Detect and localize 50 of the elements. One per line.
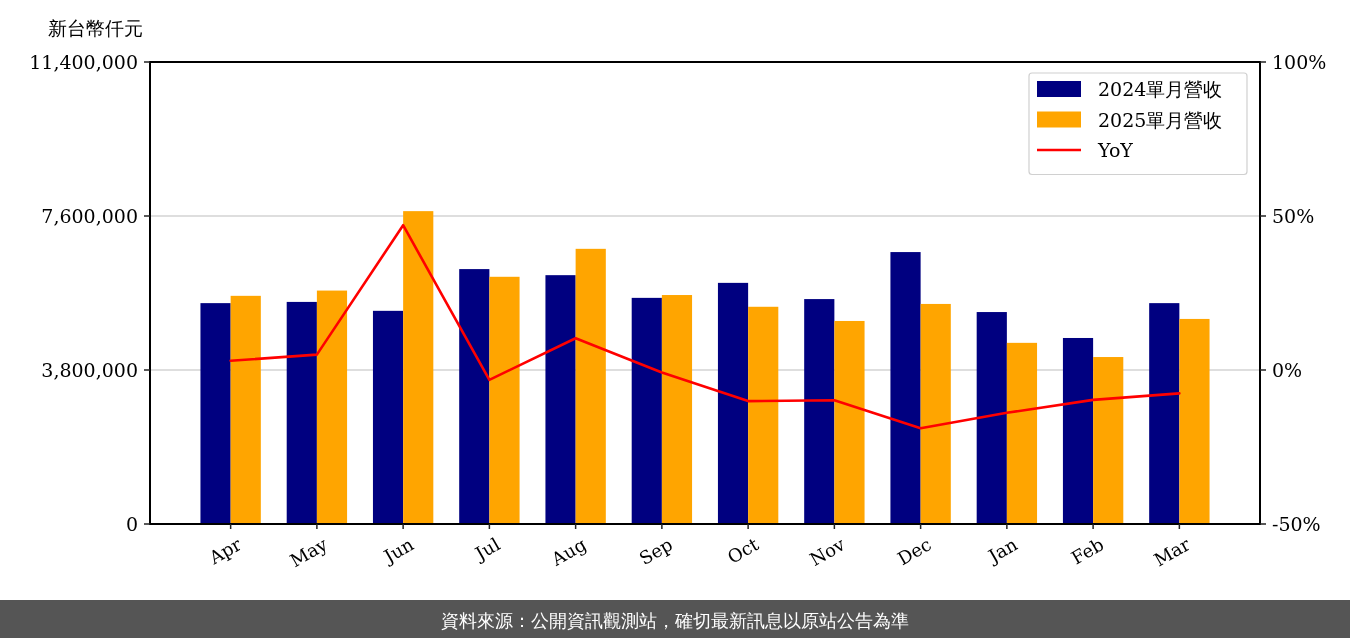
x-tick-label: Jan bbox=[982, 532, 1022, 568]
y-tick-label: 0 bbox=[125, 513, 138, 535]
x-tick-label: Jun bbox=[378, 532, 418, 568]
x-tick-label: Jul bbox=[469, 532, 504, 565]
x-tick-label: Mar bbox=[1149, 532, 1194, 571]
y-axis-title: 新台幣仟元 bbox=[47, 17, 143, 39]
x-tick-label: Dec bbox=[893, 533, 935, 569]
y-tick-label: 3,800,000 bbox=[41, 359, 138, 381]
bar bbox=[717, 282, 749, 524]
bar bbox=[575, 248, 606, 524]
bar bbox=[804, 299, 835, 524]
bar bbox=[1149, 303, 1180, 524]
bar bbox=[631, 297, 662, 524]
bar bbox=[890, 252, 921, 524]
bar bbox=[1006, 342, 1038, 524]
source-note: 資料來源：公開資訊觀測站，確切最新訊息以原站公告為準 bbox=[441, 609, 909, 631]
bar bbox=[920, 303, 951, 524]
y2-tick-label: 50% bbox=[1272, 205, 1315, 227]
y-tick-label: 7,600,000 bbox=[41, 205, 138, 227]
x-tick-label: Oct bbox=[723, 532, 763, 568]
bar bbox=[489, 276, 520, 524]
bar bbox=[976, 312, 1007, 524]
bar bbox=[316, 290, 348, 524]
line-series bbox=[229, 223, 1181, 430]
x-tick-label: Nov bbox=[805, 532, 849, 570]
y2-tick-label: 100% bbox=[1272, 51, 1327, 73]
x-tick-label: Apr bbox=[204, 532, 245, 569]
bar bbox=[403, 211, 434, 524]
bar bbox=[230, 295, 261, 524]
bar bbox=[1179, 318, 1210, 524]
bar bbox=[661, 295, 693, 524]
bar bbox=[1093, 357, 1124, 524]
x-tick-label: Aug bbox=[546, 533, 590, 570]
x-tick-label: May bbox=[286, 532, 332, 571]
bar bbox=[545, 275, 576, 524]
bar bbox=[286, 301, 317, 524]
y-tick-label: 11,400,000 bbox=[29, 51, 138, 73]
bar bbox=[834, 320, 865, 524]
legend-label: YoY bbox=[1097, 139, 1134, 161]
bar bbox=[1062, 337, 1094, 524]
legend-label: 2025單月營收 bbox=[1098, 108, 1223, 131]
x-tick-label: Sep bbox=[635, 533, 676, 569]
y2-tick-label: 0% bbox=[1272, 359, 1303, 381]
bar bbox=[459, 269, 490, 524]
bar bbox=[200, 303, 231, 524]
legend-label: 2024單月營收 bbox=[1098, 78, 1223, 100]
x-tick-label: Feb bbox=[1067, 533, 1107, 569]
bar bbox=[748, 306, 779, 524]
bar bbox=[372, 310, 404, 524]
y2-tick-label: -50% bbox=[1272, 513, 1321, 535]
